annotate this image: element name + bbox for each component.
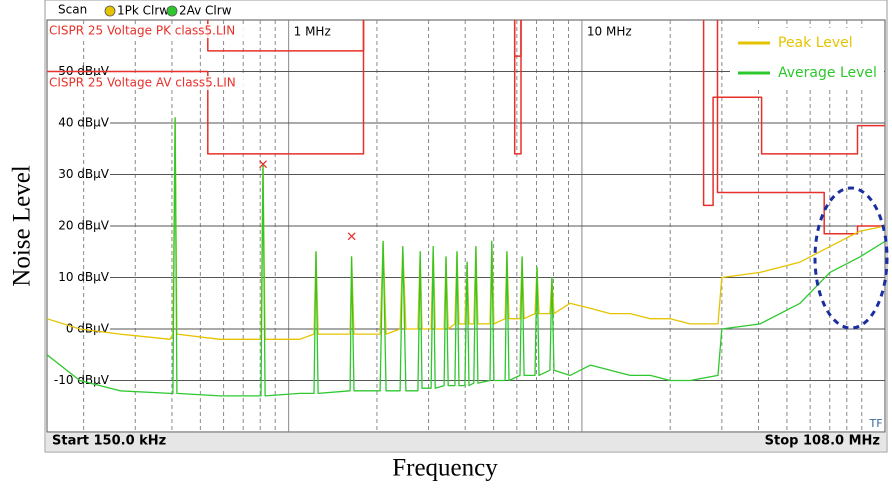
- trace-indicator: [166, 5, 178, 17]
- y-axis-title: Noise Level: [9, 165, 36, 287]
- limit-label: CISPR 25 Voltage AV class5.LIN: [49, 76, 236, 90]
- footer-bar: [46, 433, 886, 451]
- y-tick-label: 20 dBµV: [58, 219, 110, 233]
- trace-indicator: [104, 5, 116, 17]
- legend-label: Peak Level: [778, 35, 853, 51]
- marker: [347, 232, 356, 241]
- corner-label: TF: [868, 417, 882, 430]
- marker: [259, 160, 268, 169]
- limit-line: [47, 20, 885, 235]
- x-tick-label: 1 MHz: [294, 25, 331, 39]
- legend-label: Average Level: [778, 65, 877, 81]
- x-axis-title: Frequency: [392, 455, 498, 482]
- y-tick-label: 10 dBµV: [58, 270, 110, 284]
- limit-label-bg: [48, 24, 258, 38]
- trace-label: 2Av Clrw: [179, 4, 232, 18]
- y-tick-label: 30 dBµV: [58, 167, 110, 181]
- y-tick-label: -10 dBµV: [54, 373, 110, 387]
- trace-label: 1Pk Clrw: [117, 4, 169, 18]
- labels: 1Pk Clrw 2Av Clrw 1 MHz 10 MHz CISPR 25 Volt…: [48, 4, 632, 90]
- x-tick-label: 10 MHz: [587, 25, 632, 39]
- stop-label: Stop 108.0 MHz: [765, 434, 880, 449]
- trace-line: [47, 117, 885, 397]
- markers: [259, 160, 356, 241]
- limit-label-bg: [48, 76, 258, 90]
- traces: [47, 117, 885, 397]
- y-tick-label: 40 dBµV: [58, 116, 110, 130]
- trace-line: [47, 117, 885, 340]
- header-title: Scan: [58, 3, 87, 17]
- limit-label: CISPR 25 Voltage PK class5.LIN: [49, 24, 235, 38]
- legend-box: [730, 28, 884, 90]
- start-label: Start 150.0 kHz: [52, 434, 166, 449]
- y-tick-label: 0 dBµV: [66, 322, 110, 336]
- highlight-ellipse: [813, 186, 889, 330]
- legend: Peak Level Average Level: [730, 28, 884, 90]
- grid: -10 dBµV 0 dBµV 10 dBµV 20 dBµV 30 dBµV 40 dB…: [54, 20, 885, 432]
